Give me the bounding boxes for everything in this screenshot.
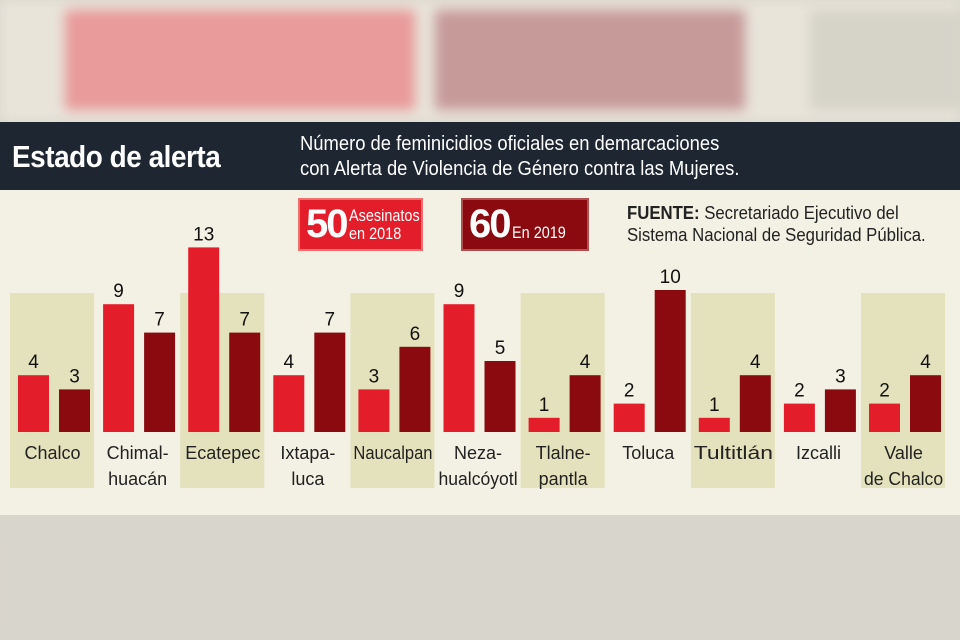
- data-label: 2: [794, 381, 805, 402]
- category-label: Valle: [884, 443, 923, 463]
- bar-chart: 43Chalco97Chimal-huacán137Ecatepec47Ixta…: [10, 224, 946, 489]
- bar-2019: [399, 346, 431, 432]
- data-label: 3: [69, 366, 80, 387]
- title-band: Estado de alerta Número de feminicidios …: [0, 122, 960, 190]
- data-label: 2: [879, 381, 890, 402]
- bar-2018: [783, 403, 815, 432]
- data-label: 6: [410, 324, 421, 345]
- category-label: de Chalco: [864, 469, 943, 489]
- legend-label-2019: En 2019: [511, 222, 566, 242]
- data-label: 10: [660, 267, 681, 288]
- bar-2018: [613, 403, 645, 432]
- source-note: FUENTE: Secretariado Ejecutivo del Siste…: [627, 202, 926, 246]
- bar-2018: [358, 389, 390, 432]
- data-label: 2: [624, 381, 635, 402]
- category-label: Chalco: [25, 443, 81, 463]
- chart-subtitle: Número de feminicidios oficiales en dema…: [300, 132, 739, 182]
- source-text-line2: Sistema Nacional de Seguridad Pública.: [627, 225, 926, 245]
- legend-2018: 50 Asesinatos en 2018: [298, 198, 423, 251]
- category-label: pantla: [539, 469, 589, 489]
- chart-panel: 4 3 Chalco 9 7 Chimal-huacán 13 7 Ecatepec 4 7 Ixta…: [0, 190, 960, 515]
- category-label: luca: [291, 469, 325, 489]
- category-label: Ixtapa-: [280, 443, 335, 463]
- bar-2019: [59, 389, 90, 432]
- bar-2019: [654, 290, 686, 432]
- category-label: Toluca: [622, 443, 675, 463]
- data-label: 7: [325, 310, 336, 331]
- chart-title: Estado de alerta: [12, 139, 221, 174]
- data-label: 1: [709, 395, 720, 416]
- data-label: 4: [920, 352, 931, 373]
- subtitle-line-1: Número de feminicidios oficiales en dema…: [300, 133, 720, 155]
- blurred-background-bottom: [0, 515, 960, 640]
- data-label: 7: [239, 310, 250, 331]
- source-text-line1: Secretariado Ejecutivo del: [704, 203, 899, 223]
- bar-2019: [824, 389, 856, 432]
- legend-2019: 60 En 2019: [461, 198, 589, 251]
- source-label: FUENTE:: [627, 203, 700, 223]
- bar-2019: [314, 332, 346, 432]
- data-label: 7: [154, 310, 165, 331]
- category-label: Tultitlán: [694, 443, 773, 463]
- data-label: 13: [193, 224, 214, 245]
- category-label: Tlalne-: [536, 443, 591, 463]
- bar-2019: [569, 375, 601, 432]
- bar-2018: [443, 304, 475, 432]
- data-label: 4: [750, 352, 761, 373]
- data-label: 4: [580, 352, 591, 373]
- data-label: 3: [835, 366, 846, 387]
- data-label: 4: [284, 352, 295, 373]
- category-label: hualcóyotl: [439, 469, 518, 489]
- bar-2018: [869, 403, 900, 432]
- legend-label-2018-line1: Asesinatos: [348, 205, 420, 225]
- legend-total-2019: 60: [469, 202, 511, 246]
- bar-2018: [18, 375, 49, 432]
- bar-2018: [273, 375, 305, 432]
- data-label: 3: [369, 366, 380, 387]
- category-label: Naucalpan: [353, 443, 432, 463]
- category-label: Ecatepec: [185, 443, 260, 463]
- bar-2019: [910, 375, 941, 432]
- bar-2019: [484, 361, 516, 432]
- bar-2018: [528, 417, 560, 432]
- data-label: 9: [454, 281, 465, 302]
- subtitle-line-2: con Alerta de Violencia de Género contra…: [300, 158, 740, 180]
- bar-2018: [188, 247, 220, 432]
- data-label: 4: [28, 352, 39, 373]
- bar-2019: [739, 375, 771, 432]
- category-label: Izcalli: [796, 443, 841, 463]
- category-label: Neza-: [454, 443, 502, 463]
- bar-2019: [229, 332, 261, 432]
- bar-2018: [698, 417, 730, 432]
- data-label: 9: [113, 281, 124, 302]
- legend-label-2018-line2: en 2018: [348, 223, 401, 243]
- data-label: 5: [495, 338, 506, 359]
- bar-2018: [103, 304, 135, 432]
- bar-2019: [144, 332, 176, 432]
- data-label: 1: [539, 395, 550, 416]
- category-label: huacán: [108, 469, 167, 489]
- category-label: Chimal-: [107, 443, 169, 463]
- blurred-background-top: [0, 0, 960, 122]
- legend-total-2018: 50: [306, 202, 348, 246]
